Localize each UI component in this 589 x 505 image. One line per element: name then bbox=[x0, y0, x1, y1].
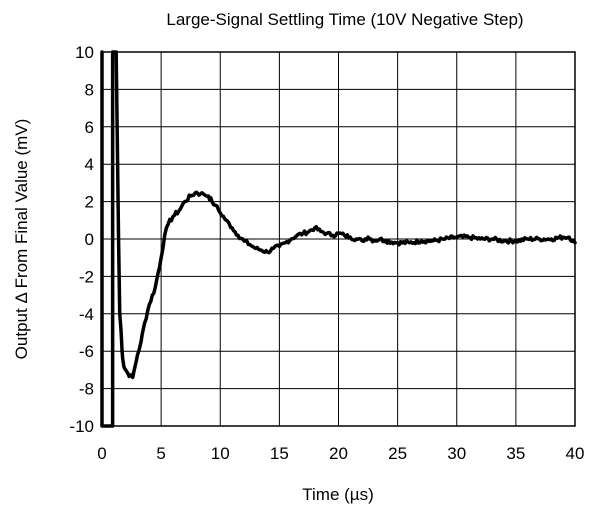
y-tick-label: 10 bbox=[75, 43, 94, 62]
x-tick-labels: 0 5 10 15 20 25 30 35 40 bbox=[97, 444, 584, 463]
x-tick-label: 25 bbox=[388, 444, 407, 463]
x-tick-label: 15 bbox=[270, 444, 289, 463]
y-tick-label: -10 bbox=[69, 417, 94, 436]
series-line bbox=[100, 50, 577, 428]
chart-title: Large-Signal Settling Time (10V Negative… bbox=[166, 10, 523, 29]
x-tick-label: 35 bbox=[506, 444, 525, 463]
y-tick-labels: -10 -8 -6 -4 -2 0 2 4 6 8 10 bbox=[69, 43, 94, 436]
y-tick-label: 6 bbox=[85, 118, 94, 137]
x-tick-label: 10 bbox=[211, 444, 230, 463]
x-tick-label: 30 bbox=[447, 444, 466, 463]
y-tick-label: 0 bbox=[85, 230, 94, 249]
y-tick-label: -2 bbox=[79, 267, 94, 286]
y-tick-label: 4 bbox=[85, 155, 94, 174]
x-tick-label: 40 bbox=[566, 444, 585, 463]
y-tick-label: -4 bbox=[79, 305, 94, 324]
grid-lines bbox=[101, 51, 576, 427]
y-tick-label: 8 bbox=[85, 80, 94, 99]
x-tick-label: 5 bbox=[156, 444, 165, 463]
y-tick-label: 2 bbox=[85, 193, 94, 212]
x-tick-label: 20 bbox=[329, 444, 348, 463]
x-tick-label: 0 bbox=[97, 444, 106, 463]
y-tick-label: -6 bbox=[79, 342, 94, 361]
x-axis-label: Time (µs) bbox=[302, 485, 374, 504]
y-axis-label: Output Δ From Final Value (mV) bbox=[12, 119, 31, 360]
trace-layer bbox=[100, 50, 577, 428]
y-tick-label: -8 bbox=[79, 380, 94, 399]
